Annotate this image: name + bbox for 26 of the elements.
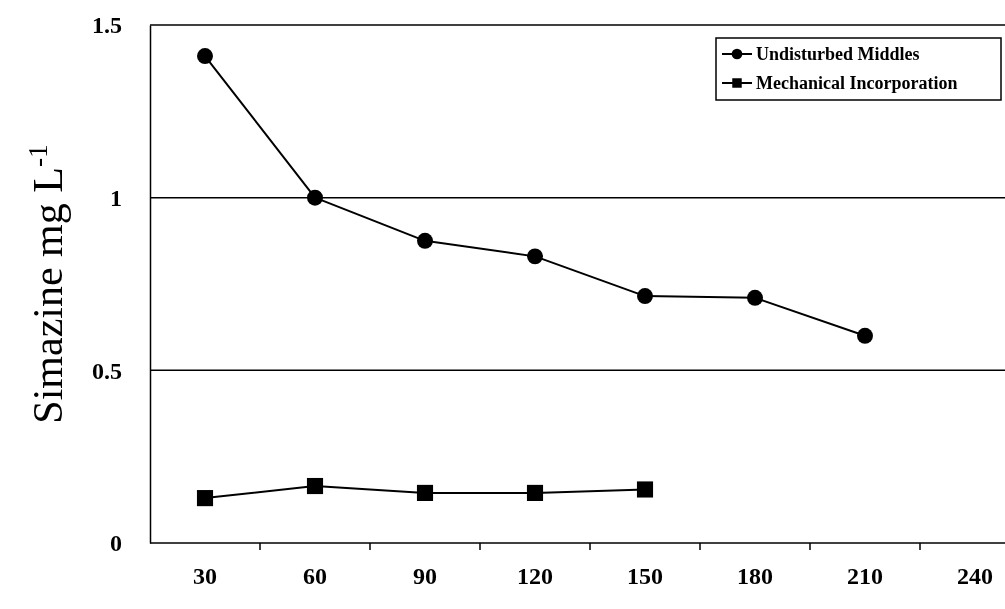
- point: [306, 477, 324, 495]
- point: [636, 481, 654, 498]
- x-tick-label: 180: [737, 563, 773, 590]
- x-tick-label: 120: [517, 563, 553, 590]
- x-tick-label: 30: [193, 563, 217, 590]
- point: [526, 484, 544, 501]
- point: [857, 327, 873, 344]
- y-tick-label: 0.5: [92, 357, 122, 384]
- point: [417, 232, 433, 249]
- legend-label: Undisturbed Middles: [756, 44, 920, 65]
- point: [416, 484, 434, 501]
- point: [637, 288, 653, 305]
- point: [747, 289, 763, 306]
- x-tick-label: 60: [303, 563, 327, 590]
- x-tick-label: 240: [957, 563, 993, 590]
- point: [527, 248, 543, 265]
- point: [307, 189, 323, 206]
- y-tick-label: 1: [110, 184, 122, 211]
- point: [196, 490, 214, 507]
- y-tick-label: 1.5: [92, 12, 122, 39]
- y-tick-label: 0: [110, 530, 122, 557]
- point: [197, 48, 213, 65]
- x-tick-label: 90: [413, 563, 437, 590]
- x-tick-label: 150: [627, 563, 663, 590]
- x-tick-label: 210: [847, 563, 883, 590]
- legend-label: Mechanical Incorporation: [756, 73, 958, 94]
